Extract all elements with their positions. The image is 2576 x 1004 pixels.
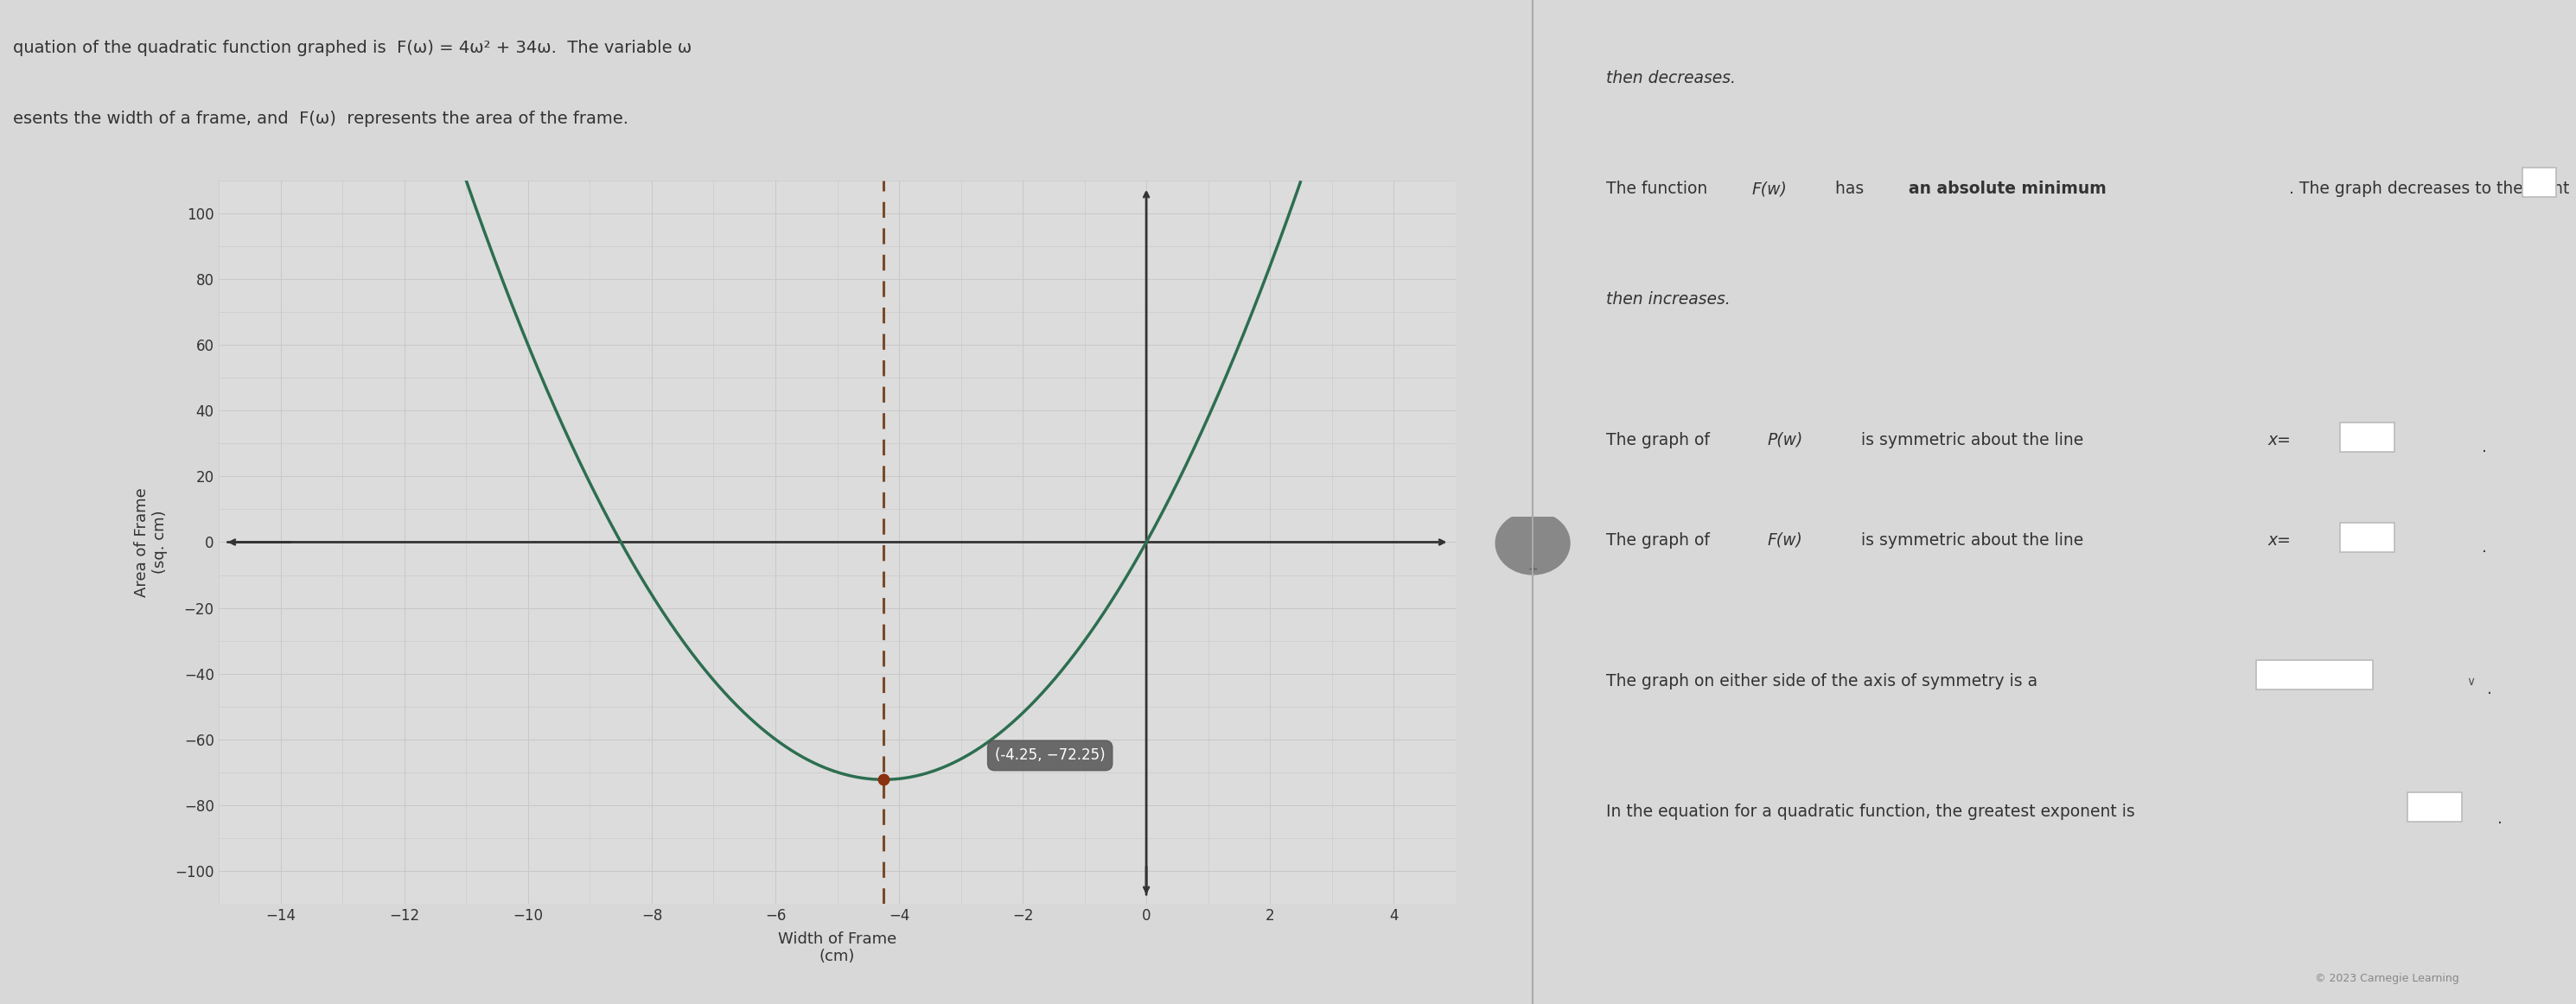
Text: In the equation for a quadratic function, the greatest exponent is: In the equation for a quadratic function… xyxy=(1605,803,2146,819)
Text: The graph of: The graph of xyxy=(1605,432,1721,448)
Text: . The graph decreases to the point: . The graph decreases to the point xyxy=(2285,181,2576,197)
Text: quation of the quadratic function graphed is  F(ω) = 4ω² + 34ω.  The variable ω: quation of the quadratic function graphe… xyxy=(13,40,693,56)
Text: .: . xyxy=(2499,810,2504,826)
Text: F(w): F(w) xyxy=(1752,181,1788,197)
Text: x=: x= xyxy=(2269,532,2293,548)
Text: The function: The function xyxy=(1605,181,1718,197)
Text: The graph on either side of the axis of symmetry is a: The graph on either side of the axis of … xyxy=(1605,673,2048,689)
Text: is symmetric about the line: is symmetric about the line xyxy=(1852,532,2094,548)
Text: (-4.25, −72.25): (-4.25, −72.25) xyxy=(994,748,1105,763)
X-axis label: Width of Frame
(cm): Width of Frame (cm) xyxy=(778,931,896,965)
Text: .: . xyxy=(2483,439,2488,455)
Text: is symmetric about the line: is symmetric about the line xyxy=(1852,432,2094,448)
Text: .: . xyxy=(2483,539,2488,555)
Text: .: . xyxy=(2488,681,2494,697)
Text: an absolute minimum: an absolute minimum xyxy=(1909,181,2107,197)
Text: ∨: ∨ xyxy=(2465,676,2476,688)
Text: then decreases.: then decreases. xyxy=(1605,70,1736,86)
Text: F(w): F(w) xyxy=(1767,532,1803,548)
Text: P(w): P(w) xyxy=(1767,432,1803,448)
Text: The graph of: The graph of xyxy=(1605,532,1721,548)
Text: has: has xyxy=(1824,181,1875,197)
Text: +: + xyxy=(1528,563,1538,575)
Text: then increases.: then increases. xyxy=(1605,291,1731,307)
Y-axis label: Area of Frame
(sq. cm): Area of Frame (sq. cm) xyxy=(134,487,167,597)
Text: © 2023 Carnegie Learning: © 2023 Carnegie Learning xyxy=(2316,973,2460,984)
Circle shape xyxy=(1497,512,1569,574)
Text: esents the width of a frame, and  F(ω)  represents the area of the frame.: esents the width of a frame, and F(ω) re… xyxy=(13,110,629,127)
Text: x=: x= xyxy=(2269,432,2293,448)
